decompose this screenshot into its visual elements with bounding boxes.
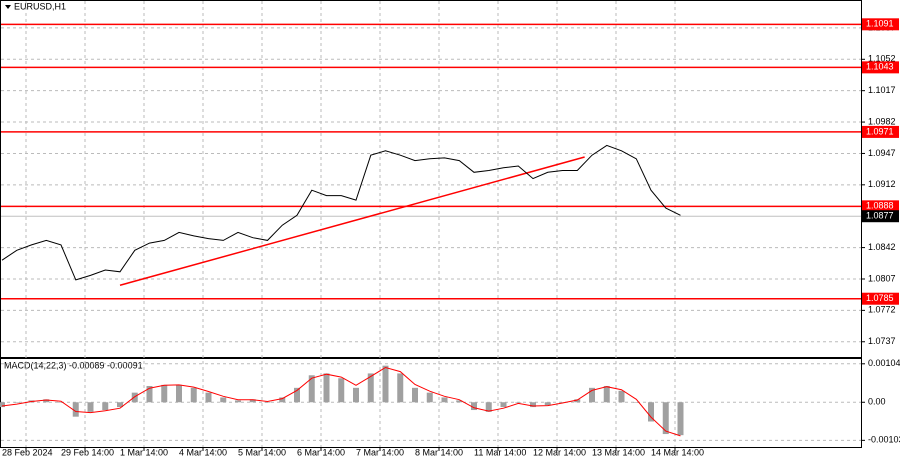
y-tick-label: -0.00103 [868,435,900,445]
histogram-bar [530,402,536,408]
histogram-bar [471,402,477,411]
level-label: 1.1043 [866,62,894,72]
histogram-bar [117,402,123,408]
histogram-bar [603,385,610,403]
histogram-bar [456,400,463,403]
histogram-bar [412,387,418,403]
histogram-bar [72,402,79,417]
histogram-bar [58,402,64,403]
histogram-bar [662,402,669,435]
x-tick-label: 14 Mar 14:00 [651,447,704,457]
x-tick-label: 1 Mar 14:00 [120,447,168,457]
level-label: 1.0971 [866,126,894,136]
x-tick-label: 7 Mar 14:00 [356,447,404,457]
histogram-bar [633,402,640,403]
signal-line [1,366,681,437]
histogram-bar [338,378,345,403]
histogram-bar [618,390,625,403]
histogram-bar [367,373,374,403]
histogram-bar [500,402,507,408]
y-tick-label: 1.0772 [868,305,896,315]
trendline [119,156,585,286]
histogram-bar [176,384,182,403]
histogram-bar [426,392,433,403]
histogram-bar [397,373,404,403]
last-price-label: 1.0877 [866,211,894,221]
x-tick-label: 11 Mar 14:00 [474,447,526,457]
histogram-bar [205,392,212,403]
main-panel [0,0,862,358]
menu-arrow[interactable] [5,5,11,9]
y-tick-label: 1.1052 [868,54,896,64]
level-label-box [862,61,899,74]
x-tick-label: 4 Mar 14:00 [179,447,227,457]
x-tick-label: 28 Feb 2024 [2,447,53,457]
level-label: 1.0888 [866,201,894,211]
histogram-bar [574,399,581,403]
histogram-bar [220,397,227,403]
x-tick-label: 5 Mar 14:00 [238,447,286,457]
histogram-bar [249,399,256,403]
level-label: 1.1091 [866,19,894,29]
y-tick-label: 0.00104 [868,358,900,368]
y-tick-label: 1.0982 [868,116,896,126]
level-label-box [862,292,899,305]
histogram-bar [131,392,138,403]
y-tick-label: 1.1017 [868,85,896,95]
macd-title: MACD(14,22,3) -0.00089 -0.00091 [4,360,143,370]
histogram-bar [382,365,389,403]
histogram-bar [544,402,551,406]
histogram-bar [0,402,5,408]
macd-panel [0,358,862,448]
level-label: 1.0785 [866,293,894,303]
y-tick-label: 1.0912 [868,179,896,189]
histogram-bar [279,397,286,403]
x-tick-label: 13 Mar 14:00 [592,447,645,457]
histogram-bar [87,402,94,412]
histogram-bar [648,402,654,422]
histogram-bar [323,373,330,403]
histogram-bar [515,402,522,403]
histogram-bar [677,402,684,436]
y-tick-label: 1.0842 [868,242,896,252]
histogram-bar [235,400,241,403]
level-label-box [862,18,899,31]
histogram-bar [485,402,492,412]
histogram-bar [102,402,109,411]
histogram-bar [353,387,359,403]
histogram-bar [294,387,300,403]
price-line [1,144,681,281]
histogram-bar [441,397,448,403]
y-tick-label: 1.0737 [868,336,896,346]
y-tick-label: 0.00 [868,397,886,407]
histogram-bar [161,384,168,403]
histogram-bar [43,399,50,403]
last-price-box [862,210,899,223]
level-label-box [862,125,899,138]
y-tick-label: 1.0807 [868,273,896,283]
y-tick-label: 1.0947 [868,148,896,158]
symbol-title: EURUSD,H1 [14,1,66,11]
x-tick-label: 8 Mar 14:00 [415,447,463,457]
level-label-box [862,200,899,213]
histogram-bar [264,402,271,403]
x-tick-label: 6 Mar 14:00 [297,447,345,457]
histogram-bar [146,385,153,403]
histogram-bar [13,402,20,403]
histogram-bar [589,387,595,403]
histogram-bar [308,375,315,403]
x-tick-label: 12 Mar 14:00 [533,447,586,457]
x-tick-label: 29 Feb 14:00 [61,447,114,457]
histogram-bar [190,387,197,403]
